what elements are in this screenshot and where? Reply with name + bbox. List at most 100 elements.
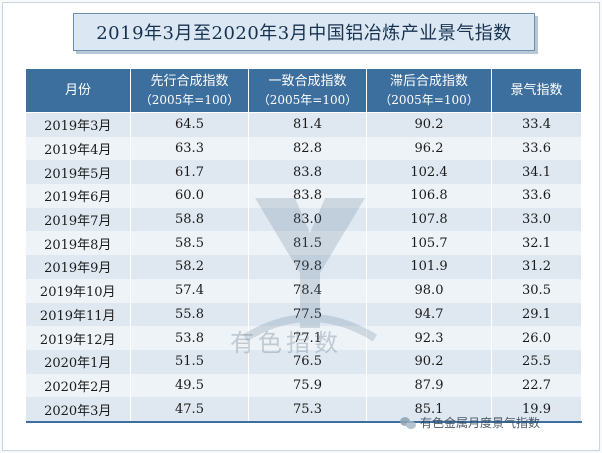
cell-leading: 55.8: [130, 302, 249, 327]
cell-leading: 64.5: [130, 112, 249, 137]
cell-month: 2019年12月: [25, 326, 131, 350]
header-lagging-base: （2005年=100）: [379, 92, 479, 107]
cell-leading: 51.5: [130, 349, 249, 374]
cell-coincident: 77.5: [248, 302, 367, 327]
table-row: 2020年3月 47.5 75.3 85.1 19.9: [25, 397, 582, 423]
table-row: 2019年6月 60.0 83.8 106.8 33.6: [25, 184, 582, 208]
cell-lagging: 98.0: [366, 278, 492, 303]
cell-leading: 58.8: [130, 207, 249, 232]
cell-month: 2019年9月: [25, 255, 131, 279]
table-row: 2020年2月 49.5 75.9 87.9 22.7: [25, 373, 582, 398]
cell-leading: 49.5: [130, 373, 249, 398]
cell-month: 2020年1月: [25, 349, 131, 374]
cell-prosperity: 31.2: [491, 255, 582, 279]
cell-lagging: 85.1: [366, 397, 492, 423]
cell-prosperity: 32.1: [491, 231, 582, 256]
cell-coincident: 83.8: [248, 160, 367, 185]
cell-prosperity: 25.5: [491, 349, 582, 374]
cell-coincident: 77.1: [248, 326, 367, 350]
header-month: 月份: [25, 68, 131, 113]
cell-month: 2019年11月: [25, 302, 131, 327]
cell-coincident: 78.4: [248, 278, 367, 303]
table-row: 2019年12月 53.8 77.1 92.3 26.0: [25, 326, 582, 350]
cell-coincident: 76.5: [248, 349, 367, 374]
cell-coincident: 81.4: [248, 112, 367, 137]
table-row: 2019年10月 57.4 78.4 98.0 30.5: [25, 278, 582, 303]
cell-lagging: 92.3: [366, 326, 492, 350]
cell-leading: 58.5: [130, 231, 249, 256]
cell-month: 2020年3月: [25, 397, 131, 423]
cell-lagging: 101.9: [366, 255, 492, 279]
cell-lagging: 102.4: [366, 160, 492, 185]
wechat-icon: [400, 416, 416, 430]
cell-lagging: 87.9: [366, 373, 492, 398]
cell-lagging: 107.8: [366, 207, 492, 232]
cell-coincident: 83.8: [248, 184, 367, 208]
cell-prosperity: 22.7: [491, 373, 582, 398]
index-table: 月份 先行合成指数 （2005年=100） 一致合成指数 （2005年=100）…: [25, 68, 582, 423]
cell-month: 2019年7月: [25, 207, 131, 232]
cell-leading: 60.0: [130, 184, 249, 208]
cell-prosperity: 33.0: [491, 207, 582, 232]
header-lagging-index: 滞后合成指数 （2005年=100）: [366, 68, 492, 113]
table-header-row: 月份 先行合成指数 （2005年=100） 一致合成指数 （2005年=100）…: [25, 68, 582, 113]
header-prosperity-label: 景气指数: [510, 83, 563, 98]
cell-prosperity: 34.1: [491, 160, 582, 185]
cell-prosperity: 33.4: [491, 112, 582, 137]
page-title: 2019年3月至2020年3月中国铝冶炼产业景气指数: [96, 23, 512, 44]
header-coincident-label: 一致合成指数: [268, 73, 347, 89]
cell-month: 2019年6月: [25, 184, 131, 208]
index-table-container: 月份 先行合成指数 （2005年=100） 一致合成指数 （2005年=100）…: [25, 68, 582, 423]
header-coincident-index: 一致合成指数 （2005年=100）: [248, 68, 367, 113]
table-row: 2019年7月 58.8 83.0 107.8 33.0: [25, 207, 582, 232]
cell-leading: 57.4: [130, 278, 249, 303]
cell-coincident: 79.8: [248, 255, 367, 279]
footer-source: 有色金属月度景气指数: [400, 414, 540, 431]
table-row: 2019年11月 55.8 77.5 94.7 29.1: [25, 302, 582, 327]
table-row: 2019年4月 63.3 82.8 96.2 33.6: [25, 136, 582, 161]
header-leading-label: 先行合成指数: [150, 73, 229, 89]
table-row: 2019年3月 64.5 81.4 90.2 33.4: [25, 112, 582, 137]
table-row: 2019年9月 58.2 79.8 101.9 31.2: [25, 255, 582, 279]
cell-month: 2019年4月: [25, 136, 131, 161]
cell-month: 2019年8月: [25, 231, 131, 256]
cell-lagging: 96.2: [366, 136, 492, 161]
cell-prosperity: 29.1: [491, 302, 582, 327]
cell-coincident: 81.5: [248, 231, 367, 256]
header-coincident-base: （2005年=100）: [257, 92, 358, 107]
cell-leading: 53.8: [130, 326, 249, 350]
table-row: 2020年1月 51.5 76.5 90.2 25.5: [25, 349, 582, 374]
footer-source-label: 有色金属月度景气指数: [420, 416, 541, 430]
cell-month: 2019年5月: [25, 160, 131, 185]
cell-coincident: 75.3: [248, 397, 367, 423]
header-prosperity-index: 景气指数: [491, 68, 582, 113]
cell-month: 2019年10月: [25, 278, 131, 303]
header-leading-index: 先行合成指数 （2005年=100）: [130, 68, 249, 113]
cell-leading: 58.2: [130, 255, 249, 279]
cell-prosperity: 33.6: [491, 136, 582, 161]
cell-prosperity: 33.6: [491, 184, 582, 208]
table-row: 2019年5月 61.7 83.8 102.4 34.1: [25, 160, 582, 185]
cell-prosperity: 19.9: [491, 397, 582, 423]
table-body: 2019年3月 64.5 81.4 90.2 33.4 2019年4月 63.3…: [25, 112, 582, 423]
cell-leading: 47.5: [130, 397, 249, 423]
cell-coincident: 83.0: [248, 207, 367, 232]
cell-prosperity: 30.5: [491, 278, 582, 303]
cell-leading: 61.7: [130, 160, 249, 185]
cell-leading: 63.3: [130, 136, 249, 161]
header-leading-base: （2005年=100）: [139, 92, 240, 107]
cell-prosperity: 26.0: [491, 326, 582, 350]
cell-lagging: 94.7: [366, 302, 492, 327]
cell-lagging: 90.2: [366, 349, 492, 374]
cell-lagging: 105.7: [366, 231, 492, 256]
header-month-label: 月份: [64, 83, 91, 98]
cell-month: 2019年3月: [25, 112, 131, 137]
cell-lagging: 106.8: [366, 184, 492, 208]
title-banner: 2019年3月至2020年3月中国铝冶炼产业景气指数: [73, 13, 535, 51]
header-lagging-label: 滞后合成指数: [389, 73, 468, 89]
cell-coincident: 82.8: [248, 136, 367, 161]
cell-lagging: 90.2: [366, 112, 492, 137]
cell-month: 2020年2月: [25, 373, 131, 398]
table-row: 2019年8月 58.5 81.5 105.7 32.1: [25, 231, 582, 256]
cell-coincident: 75.9: [248, 373, 367, 398]
